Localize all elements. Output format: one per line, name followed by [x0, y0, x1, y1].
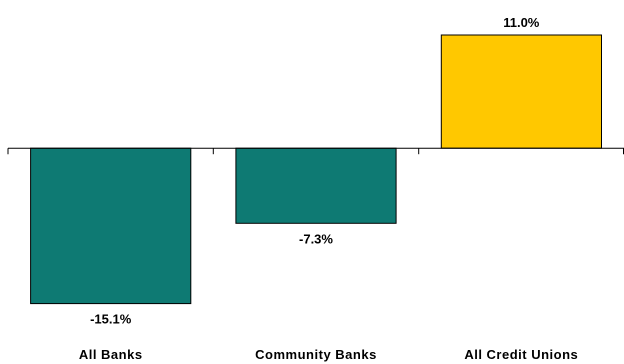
- bars-layer: [30, 34, 602, 305]
- bar-community-banks: [235, 147, 397, 224]
- labels-layer: -15.1% All Banks -7.3% Community Banks 11.0%…: [79, 15, 578, 362]
- data-label: -7.3%: [299, 231, 333, 246]
- bar-all-credit-unions: [440, 34, 602, 149]
- bar-all-banks: [30, 147, 192, 305]
- data-label: 11.0%: [503, 15, 540, 30]
- category-label: All Banks: [79, 347, 143, 362]
- category-label: Community Banks: [255, 347, 377, 362]
- data-label: -15.1%: [90, 312, 132, 327]
- category-label: All Credit Unions: [464, 347, 578, 362]
